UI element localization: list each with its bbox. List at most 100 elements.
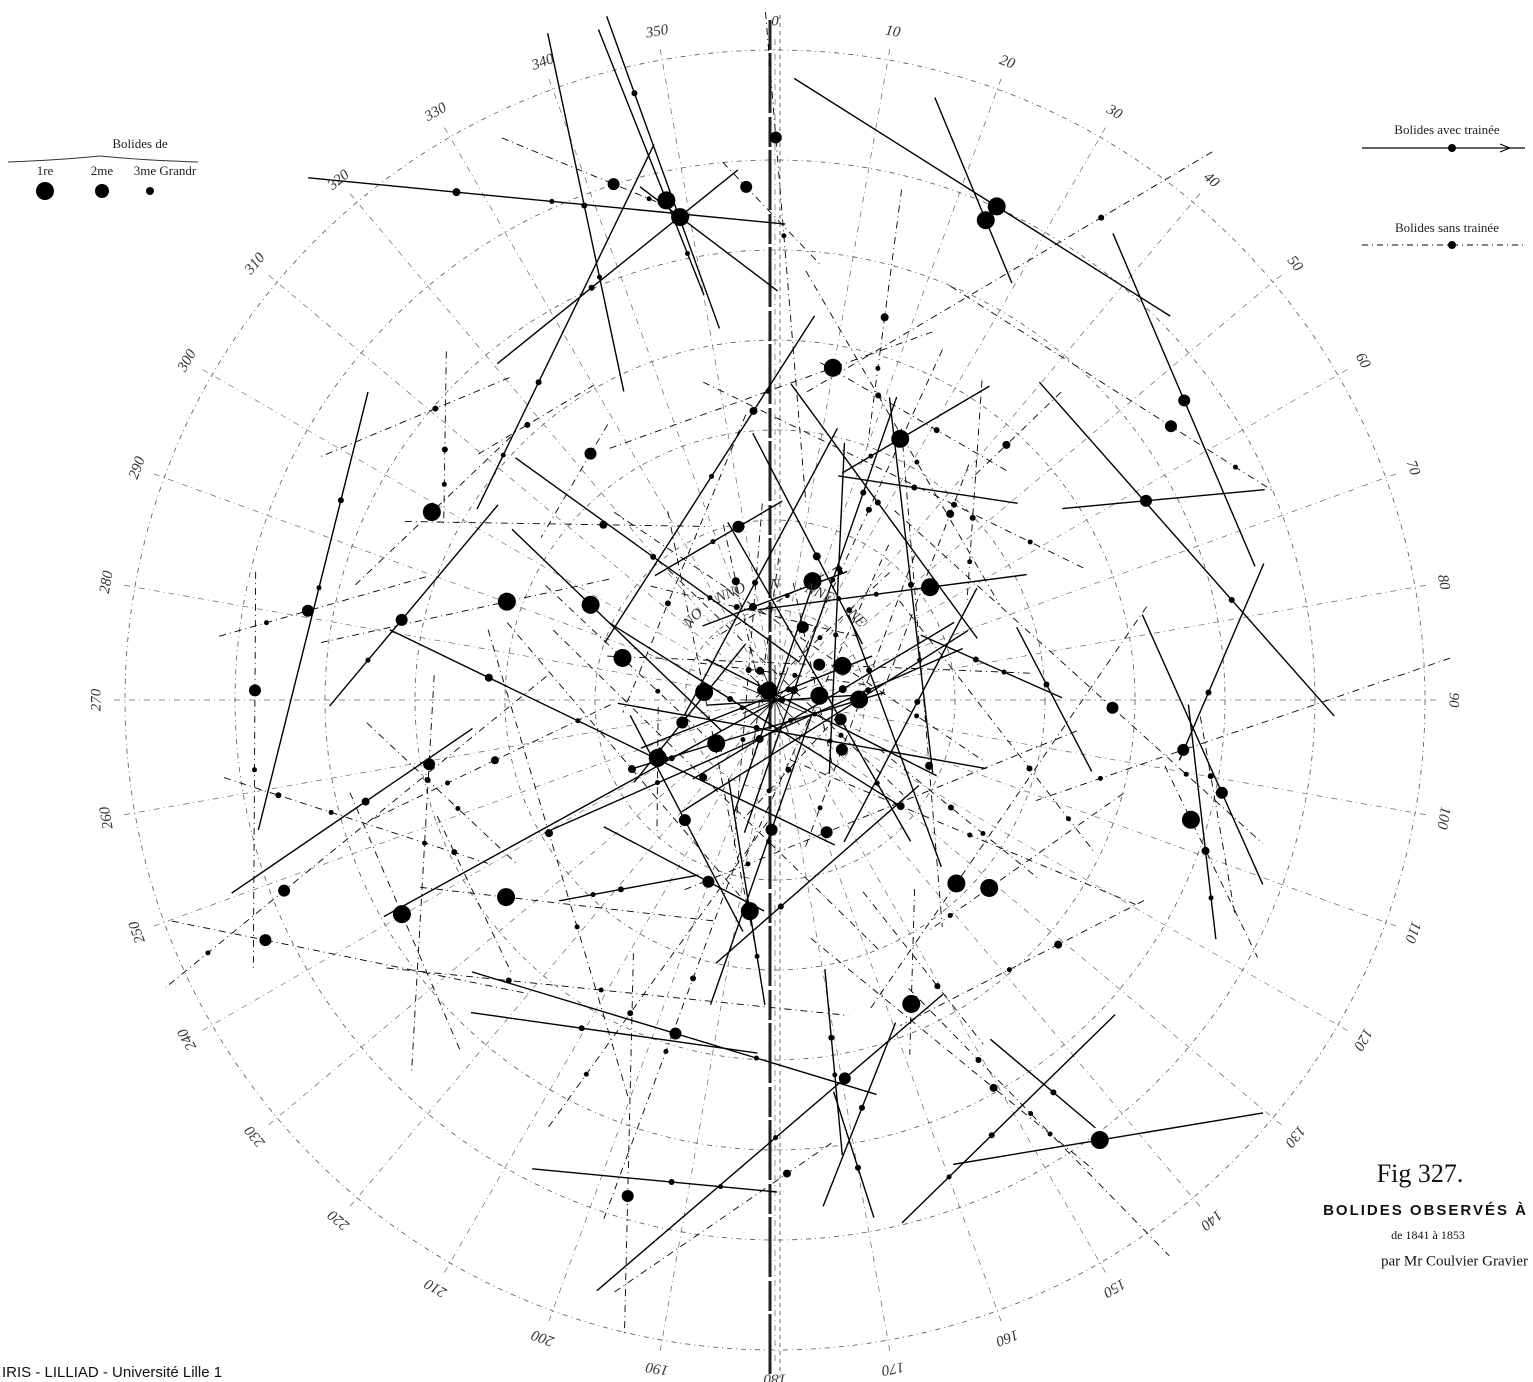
bolide bbox=[1098, 214, 1105, 221]
trajectory bbox=[841, 385, 990, 474]
bolide bbox=[581, 595, 600, 614]
trajectory bbox=[632, 691, 885, 770]
bolide bbox=[702, 875, 715, 888]
bolide bbox=[671, 208, 690, 227]
radial-line bbox=[809, 719, 1352, 1033]
bolide bbox=[617, 886, 624, 893]
radial-line bbox=[547, 74, 762, 663]
legend-dot bbox=[1448, 144, 1456, 152]
bolide bbox=[753, 724, 760, 731]
bolide bbox=[865, 687, 872, 694]
bolide bbox=[745, 666, 752, 673]
bolide bbox=[796, 621, 809, 634]
bolide-small bbox=[917, 657, 923, 663]
bolide bbox=[755, 666, 764, 675]
bolide bbox=[813, 658, 826, 671]
bolide bbox=[1002, 440, 1011, 449]
bolide-small bbox=[754, 953, 760, 959]
trajectory bbox=[231, 728, 473, 894]
radial-line bbox=[198, 367, 741, 681]
bolide-small bbox=[709, 473, 715, 479]
bolide-small bbox=[967, 559, 973, 565]
bolide-small bbox=[967, 832, 973, 838]
compass-label: NNO bbox=[713, 580, 749, 607]
bolide bbox=[769, 131, 782, 144]
degree-label: 300 bbox=[174, 347, 200, 376]
bolide bbox=[668, 1179, 675, 1186]
trajectory bbox=[1038, 381, 1335, 717]
trajectory bbox=[878, 748, 1040, 880]
degree-label: 260 bbox=[97, 805, 117, 830]
trajectory bbox=[606, 331, 933, 450]
bolide-small bbox=[1208, 895, 1214, 901]
bolide-small bbox=[947, 912, 953, 918]
radial-line bbox=[794, 734, 1108, 1277]
bolide bbox=[275, 792, 282, 799]
radial-line bbox=[120, 584, 736, 694]
bolide bbox=[933, 427, 940, 434]
bolide bbox=[535, 379, 542, 386]
degree-label: 270 bbox=[88, 688, 104, 711]
bolide bbox=[584, 447, 597, 460]
bolide bbox=[834, 713, 847, 726]
legend-title: Bolides de bbox=[112, 136, 167, 151]
bolide bbox=[1090, 1131, 1109, 1150]
trajectory bbox=[843, 587, 978, 843]
degree-label: 100 bbox=[1433, 805, 1453, 830]
trajectory bbox=[613, 511, 985, 763]
trajectory bbox=[989, 1038, 1096, 1129]
radial-line bbox=[120, 706, 736, 816]
trajectory bbox=[862, 891, 984, 1045]
bolide bbox=[432, 405, 439, 412]
degree-label: 160 bbox=[993, 1326, 1020, 1349]
trajectory bbox=[683, 428, 839, 716]
bolide-small bbox=[1006, 967, 1012, 973]
bolide bbox=[732, 520, 745, 533]
degree-label: 200 bbox=[529, 1326, 556, 1349]
radial-line bbox=[265, 725, 745, 1128]
degree-label: 250 bbox=[126, 918, 149, 945]
trajectory bbox=[810, 938, 1094, 1170]
bolide-small bbox=[264, 620, 270, 626]
bolide bbox=[866, 667, 873, 674]
bolide-small bbox=[1183, 771, 1189, 777]
bolide-small bbox=[946, 1174, 952, 1180]
bolide bbox=[1215, 786, 1228, 799]
degree-label: 150 bbox=[1100, 1275, 1128, 1300]
degree-label: 170 bbox=[880, 1358, 905, 1378]
bolide bbox=[874, 499, 881, 506]
bolide-small bbox=[773, 1135, 779, 1141]
trajectory bbox=[699, 662, 875, 687]
trajectory bbox=[386, 967, 849, 1016]
bolide bbox=[707, 734, 726, 753]
trajectory bbox=[308, 177, 786, 225]
legend-brace bbox=[7, 155, 199, 163]
bolide bbox=[1139, 494, 1152, 507]
bolide bbox=[1106, 701, 1119, 714]
radial-line bbox=[442, 123, 756, 666]
bolide bbox=[896, 802, 905, 811]
bolide bbox=[1050, 1089, 1057, 1096]
trajectory bbox=[487, 629, 629, 1099]
radial-line bbox=[812, 713, 1401, 928]
bolide bbox=[810, 686, 829, 705]
trajectory bbox=[798, 349, 943, 662]
bolide bbox=[748, 602, 757, 611]
trajectory bbox=[515, 457, 800, 663]
bolide-small bbox=[875, 365, 881, 371]
bolide bbox=[607, 178, 620, 191]
trajectory bbox=[727, 521, 912, 842]
trajectory bbox=[705, 658, 937, 777]
trajectory bbox=[894, 510, 1263, 844]
trajectory bbox=[1178, 563, 1265, 761]
bolide bbox=[301, 604, 314, 617]
legend-dot bbox=[1448, 241, 1456, 249]
trajectory bbox=[318, 377, 510, 458]
trajectory bbox=[765, 11, 807, 504]
bolide bbox=[902, 994, 921, 1013]
bolide-small bbox=[707, 595, 713, 601]
bolide-small bbox=[781, 233, 787, 239]
trajectory bbox=[218, 576, 427, 637]
trajectory bbox=[404, 521, 710, 527]
trajectory bbox=[605, 16, 721, 329]
